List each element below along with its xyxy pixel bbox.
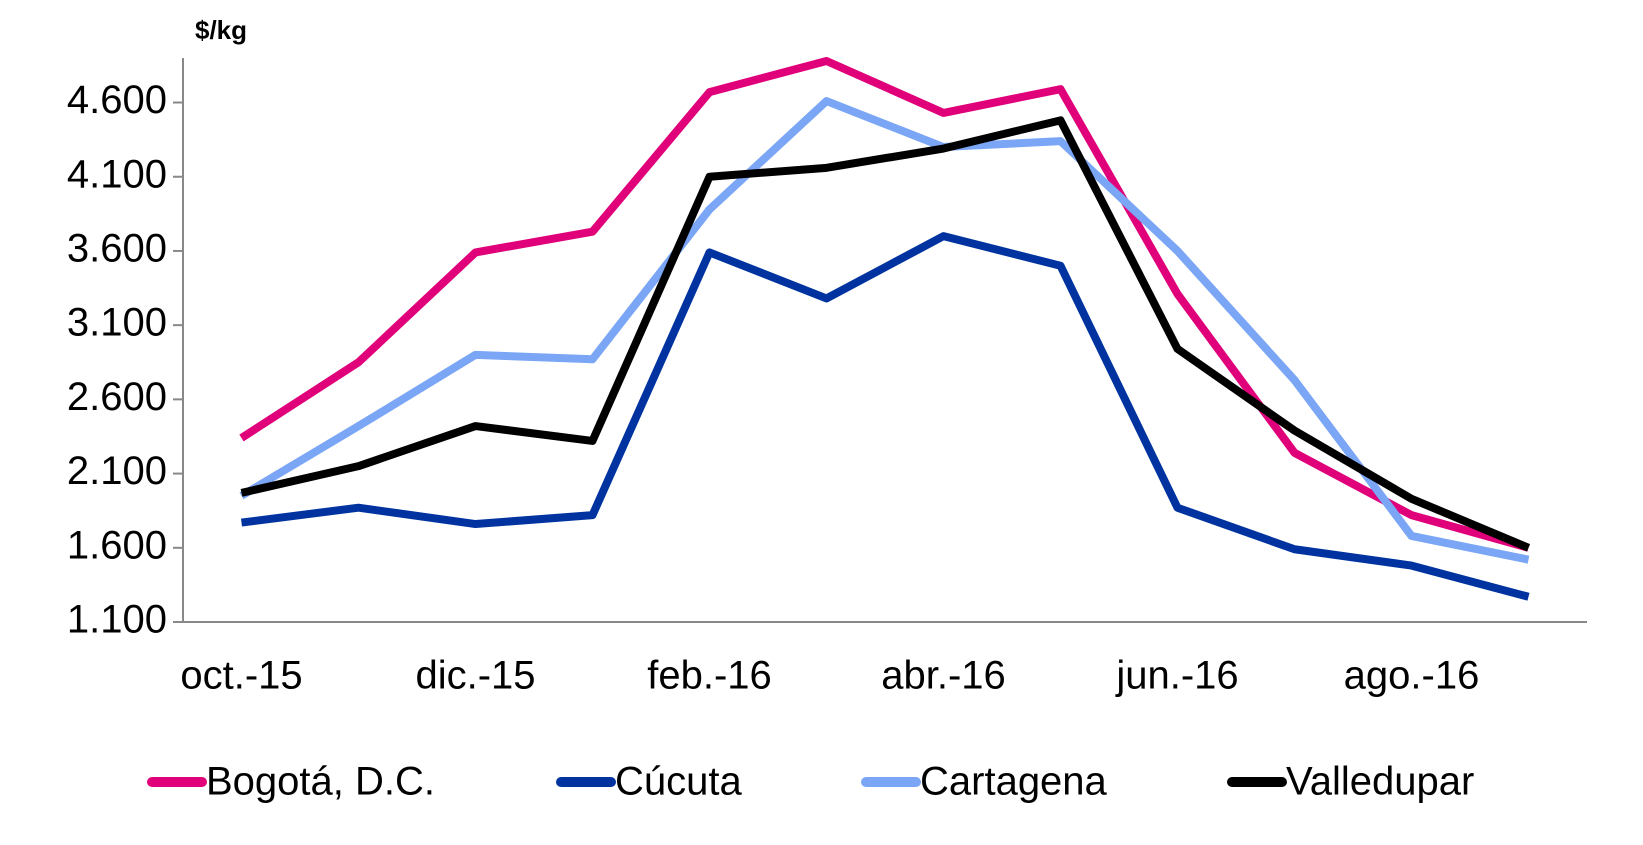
x-tick-label: feb.-16: [647, 654, 772, 698]
y-tick-label: 2.100: [67, 449, 167, 493]
y-tick-label: 4.600: [67, 78, 167, 122]
y-tick-label: 2.600: [67, 375, 167, 419]
y-tick-label: 4.100: [67, 152, 167, 196]
legend-label: Cartagena: [920, 760, 1108, 804]
series-line: [239, 97, 1530, 564]
x-tick-label: ago.-16: [1344, 654, 1480, 698]
y-axis-label: $/kg: [195, 15, 247, 45]
series-line: [239, 56, 1530, 552]
x-tick-label: jun.-16: [1115, 654, 1238, 698]
x-tick-label: dic.-15: [415, 654, 535, 698]
series-line: [240, 232, 1530, 601]
y-tick-label: 3.100: [67, 301, 167, 345]
legend-label: Bogotá, D.C.: [206, 760, 435, 804]
y-tick-label: 3.600: [67, 227, 167, 271]
legend-label: Valledupar: [1286, 760, 1474, 804]
legend-label: Cúcuta: [615, 760, 742, 804]
x-tick-label: oct.-15: [180, 654, 302, 698]
series-line: [240, 116, 1531, 552]
y-tick-label: 1.600: [67, 523, 167, 567]
y-tick-label: 1.100: [67, 598, 167, 642]
x-tick-label: abr.-16: [881, 654, 1006, 698]
